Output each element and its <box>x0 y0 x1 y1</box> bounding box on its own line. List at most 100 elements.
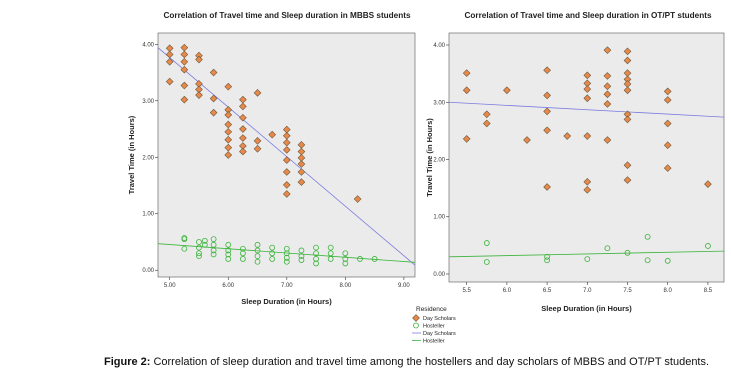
x-tick-label: 5.5 <box>463 288 472 294</box>
point <box>180 81 189 90</box>
point <box>253 89 262 97</box>
point <box>297 160 306 168</box>
point <box>196 244 202 251</box>
point <box>195 91 203 99</box>
y-tick-label: 0.00 <box>433 272 445 278</box>
legend-marker <box>412 314 420 322</box>
point <box>663 119 672 128</box>
point <box>663 164 672 172</box>
point <box>224 128 233 136</box>
legend-label: Day Scholars <box>423 316 456 322</box>
point <box>201 237 208 244</box>
point <box>603 72 612 80</box>
point <box>282 156 291 164</box>
point <box>353 195 362 203</box>
point <box>165 77 174 86</box>
point <box>543 91 551 100</box>
point <box>210 236 217 243</box>
point <box>462 135 471 143</box>
point <box>624 249 631 256</box>
point <box>483 240 490 246</box>
point <box>583 186 592 194</box>
figure: Correlation of Travel time and Sleep dur… <box>127 11 725 345</box>
point <box>584 256 591 263</box>
point <box>462 69 471 77</box>
point <box>357 256 363 262</box>
point <box>196 253 202 260</box>
point <box>583 85 592 93</box>
point <box>297 168 306 176</box>
point <box>283 245 290 252</box>
point <box>297 178 306 186</box>
plot-area <box>157 32 416 278</box>
y-tick-label: 1.00 <box>142 212 154 218</box>
point <box>180 57 189 66</box>
point <box>209 108 218 117</box>
point <box>224 135 233 144</box>
point <box>313 256 319 262</box>
point <box>224 82 233 91</box>
fit-line <box>449 250 724 258</box>
point <box>253 144 262 153</box>
legend-marker <box>413 322 419 329</box>
point <box>342 260 349 267</box>
point <box>664 257 671 264</box>
point <box>583 94 592 103</box>
point <box>483 259 490 265</box>
point <box>196 250 202 257</box>
x-tick-label: 8.00 <box>339 283 351 289</box>
point <box>239 113 247 122</box>
y-tick-label: 4.00 <box>433 43 445 49</box>
point <box>224 111 233 119</box>
x-tick-label: 5.00 <box>164 283 176 289</box>
point <box>282 190 291 198</box>
point <box>583 71 592 80</box>
point <box>623 47 632 56</box>
x-axis-label: Sleep Duration (in Hours) <box>241 297 332 306</box>
point <box>543 107 551 116</box>
point <box>210 247 217 254</box>
x-tick-label: 6.5 <box>543 288 552 294</box>
legend-label: Day Scholars <box>423 331 456 337</box>
point <box>544 253 550 260</box>
point <box>327 250 334 257</box>
point <box>327 244 334 251</box>
plot-area <box>448 32 725 283</box>
legend-label: Hosteller <box>423 324 445 330</box>
point <box>254 241 261 248</box>
y-tick-label: 3.00 <box>433 100 445 106</box>
point <box>283 258 290 265</box>
point <box>225 247 232 254</box>
point <box>225 241 232 248</box>
point <box>543 66 551 75</box>
point <box>210 241 217 248</box>
point <box>239 250 246 257</box>
point <box>644 257 651 264</box>
legend-label: Hosteller <box>423 339 445 345</box>
point <box>298 257 305 263</box>
caption: Figure 2: Correlation of sleep duration a… <box>104 356 709 368</box>
caption-label: Figure 2: <box>104 356 151 368</box>
point <box>196 239 202 245</box>
point <box>180 95 189 104</box>
point <box>462 86 471 95</box>
point <box>225 251 232 258</box>
point <box>623 161 632 170</box>
point <box>282 146 291 154</box>
point <box>327 256 334 262</box>
point <box>644 233 651 240</box>
point <box>254 258 261 265</box>
legend-title: Residence <box>416 306 447 313</box>
x-tick-label: 9.00 <box>398 283 410 289</box>
x-tick-label: 8.0 <box>664 288 673 294</box>
x-tick-label: 6.00 <box>222 283 234 289</box>
point <box>543 126 551 135</box>
point <box>180 65 189 74</box>
x-tick-label: 7.00 <box>281 283 293 289</box>
point <box>313 260 319 267</box>
point <box>663 96 672 104</box>
point <box>283 250 290 257</box>
point <box>342 256 349 262</box>
point <box>269 244 276 251</box>
